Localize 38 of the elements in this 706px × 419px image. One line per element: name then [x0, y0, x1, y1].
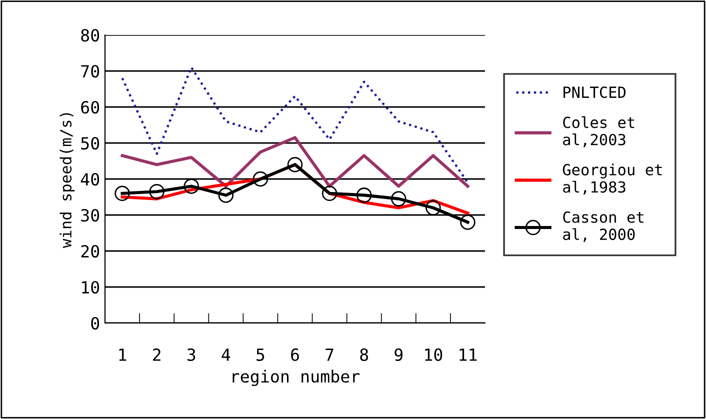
point [322, 186, 338, 202]
legend-label: Casson et al, 2000 [563, 211, 644, 242]
y-tick-label: 80 [81, 29, 100, 42]
line-series [121, 66, 469, 184]
y-tick-label: 70 [81, 65, 100, 78]
x-tick-label: 11 [460, 348, 477, 361]
y-tick-label: 20 [81, 245, 100, 258]
y-tick-label: 0 [91, 317, 100, 330]
legend-label: Georgiou et al,1983 [562, 164, 662, 195]
x-tick-label: 9 [394, 348, 403, 361]
point [356, 188, 372, 203]
point [390, 191, 406, 206]
legend-label: Coles et al,2003 [563, 116, 634, 148]
x-tick-label: 5 [256, 348, 264, 361]
point [287, 156, 303, 172]
y-tick-label: 40 [80, 173, 100, 186]
x-tick-label: 6 [291, 348, 299, 361]
y-tick-label: 60 [81, 101, 100, 114]
legend-label: PNLTCED [564, 86, 626, 98]
x-tick-label: 4 [222, 348, 230, 361]
point [149, 184, 164, 200]
point [184, 178, 200, 194]
y-axis-title: wind speed(m/s) [60, 113, 75, 248]
point [252, 171, 268, 187]
x-tick-label: 8 [360, 348, 368, 361]
y-tick-label: 10 [82, 281, 100, 294]
x-tick-label: 2 [153, 348, 160, 361]
x-axis-title: region number [232, 370, 360, 386]
y-tick-label: 50 [81, 137, 100, 150]
x-tick-label: 1 [119, 348, 126, 361]
point [460, 214, 476, 230]
x-tick-label: 3 [187, 348, 196, 361]
point [426, 200, 441, 216]
x-tick-label: 10 [425, 348, 442, 361]
x-tick-label: 7 [326, 348, 334, 361]
point [218, 188, 234, 203]
y-tick-label: 30 [81, 209, 100, 222]
point [114, 186, 130, 202]
